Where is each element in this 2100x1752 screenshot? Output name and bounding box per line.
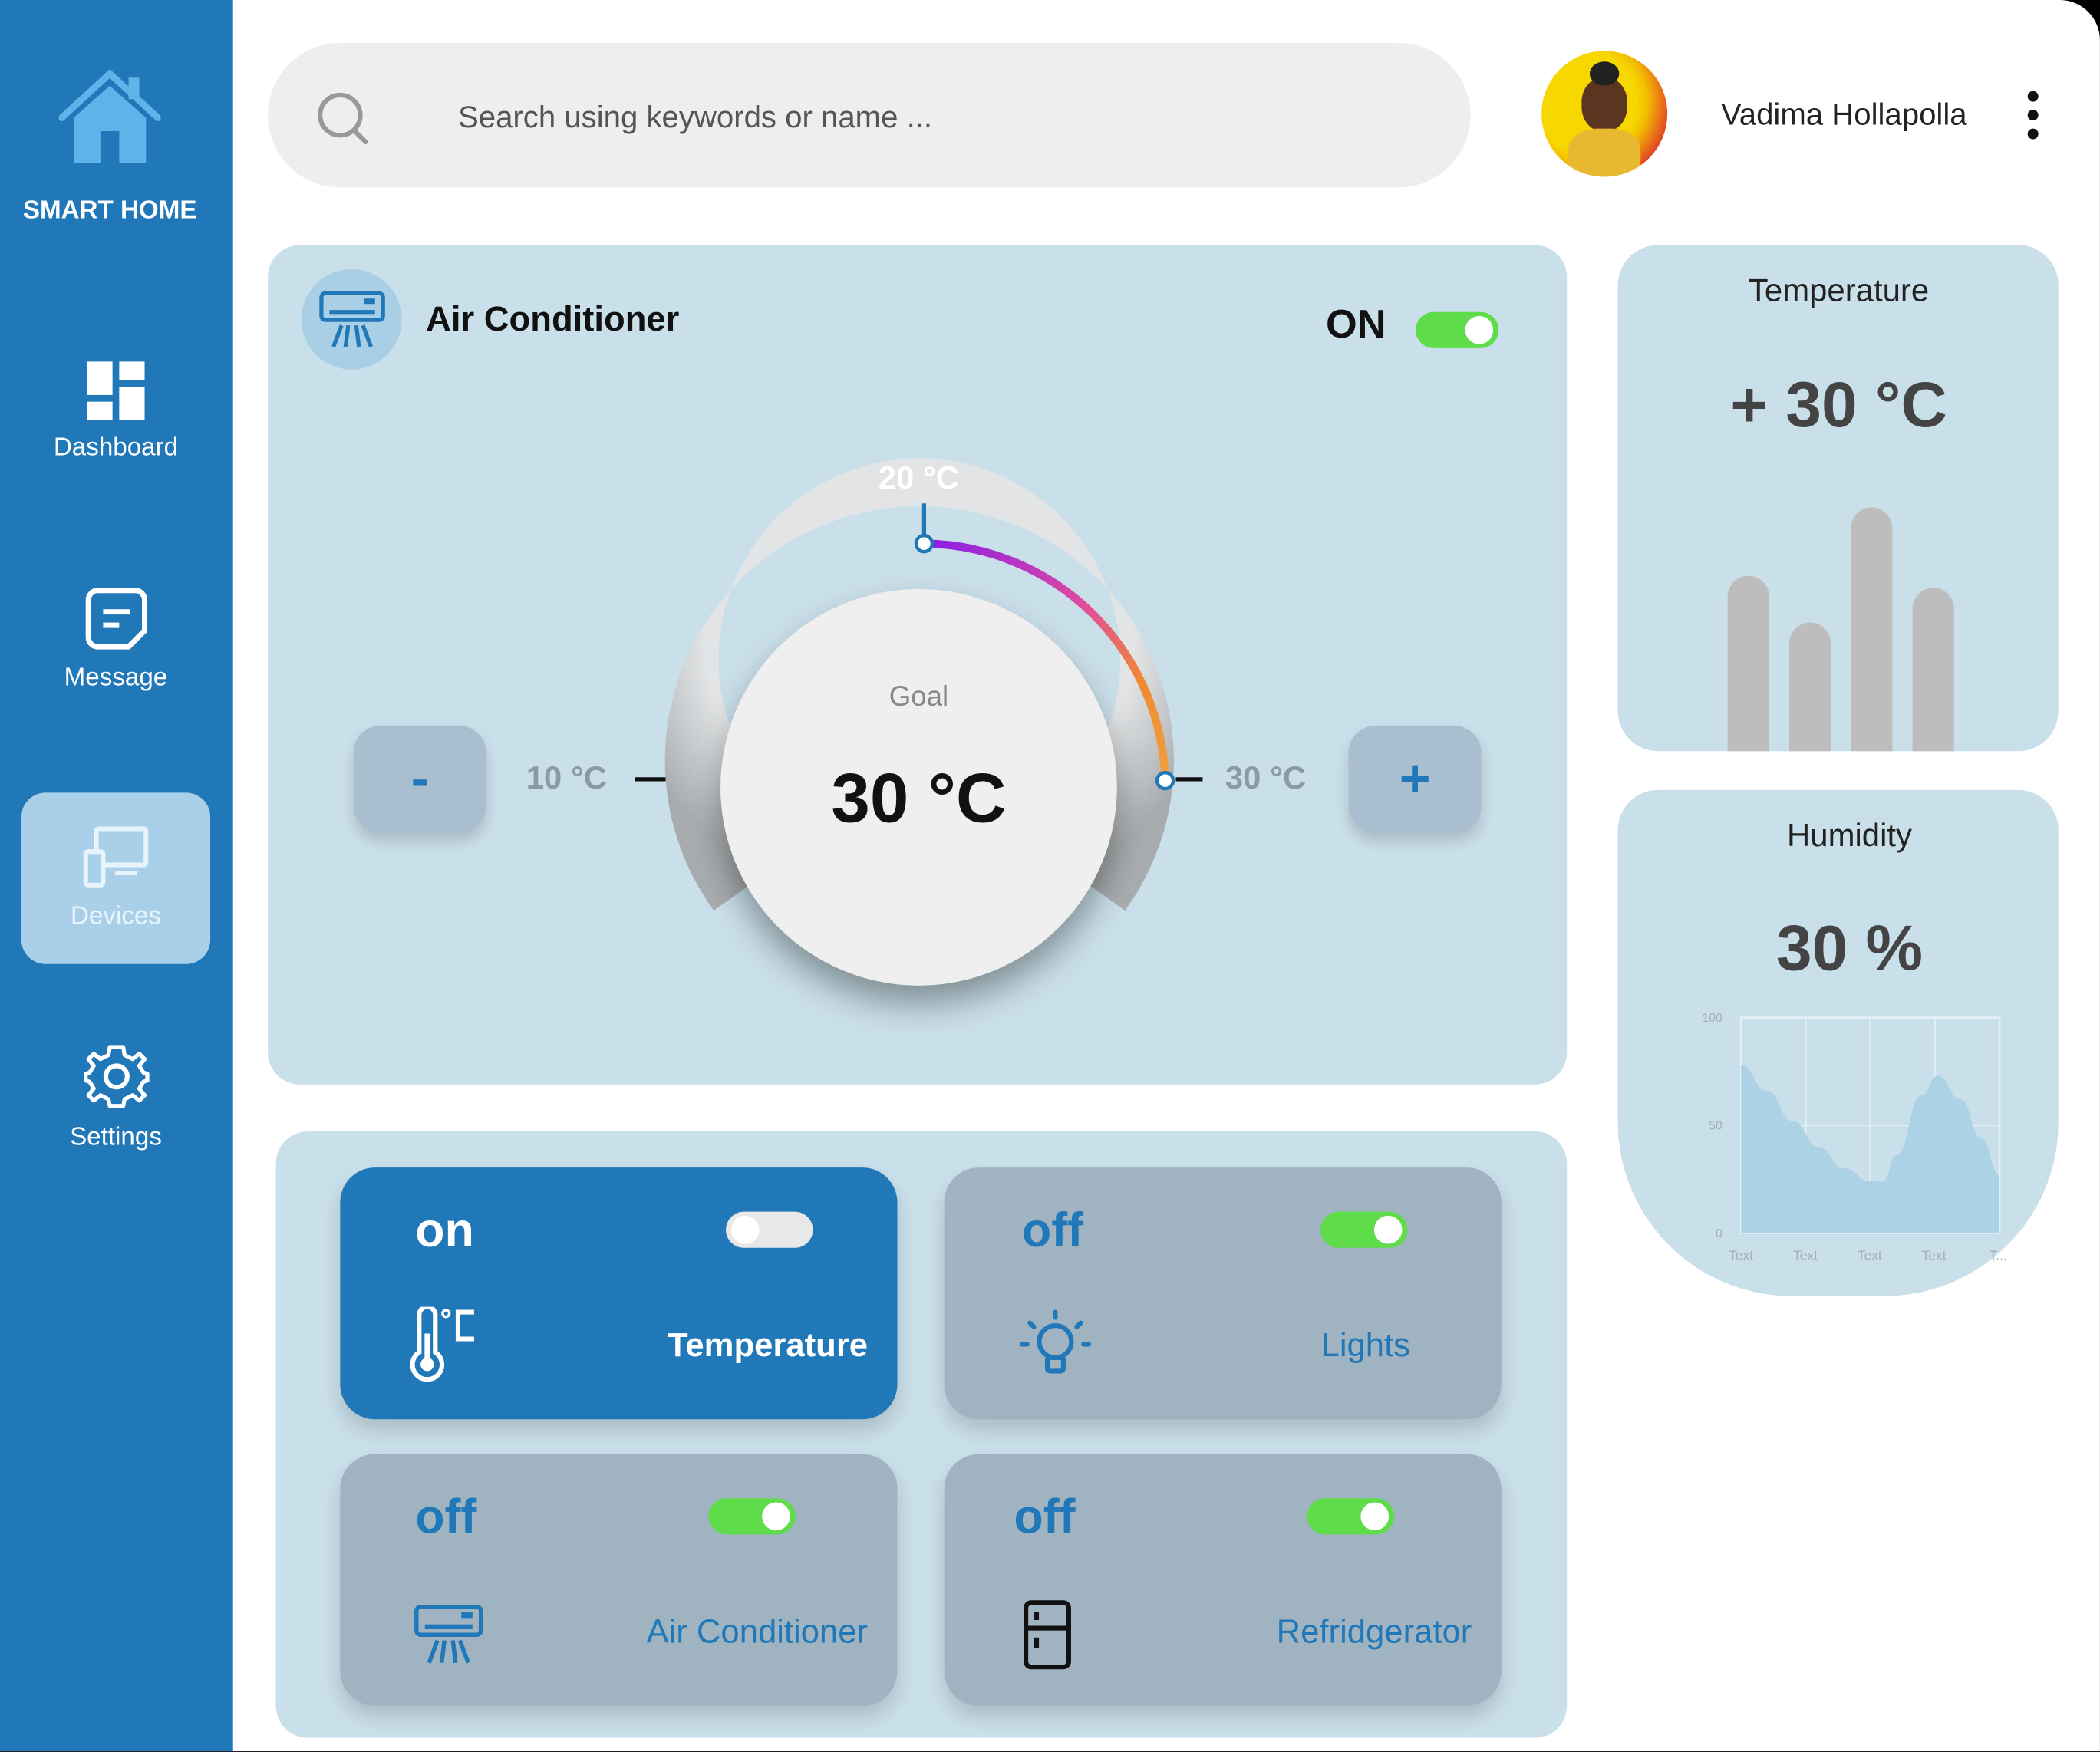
min-temp-label: 10 °C [526,760,607,797]
dial-progress-arc [924,539,1169,781]
device-card-lights[interactable]: off Lights [944,1167,1502,1420]
x-tick-label: Text [1922,1248,1947,1263]
humidity-value: 30 % [1776,914,1924,985]
device-card-refrigerator[interactable]: off Refridgerator [944,1454,1502,1706]
lightbulb-icon [1019,1309,1092,1374]
increase-temp-button[interactable]: + [1348,726,1482,833]
refrigerator-icon [1023,1600,1071,1670]
search-bar[interactable] [268,42,1471,188]
dial-track [664,458,1174,911]
goal-value: 30 °C [831,760,1007,838]
sidebar-item-message[interactable]: Message [21,555,210,726]
ac-power-label: ON [1326,302,1386,347]
x-tick-label: Text [1793,1248,1818,1263]
sidebar-item-label: Devices [70,902,161,931]
device-toggle[interactable] [1320,1211,1408,1248]
temperature-bar [1912,588,1954,752]
max-temp-label: 30 °C [1225,760,1307,797]
device-name: Air Conditioner [646,1613,869,1652]
x-tick-label: T... [1990,1248,2007,1263]
dial-start-handle [914,534,935,554]
message-icon [84,588,147,650]
device-toggle[interactable] [708,1498,796,1535]
x-tick-label: Text [1729,1248,1753,1263]
temperature-value: + 30 °C [1730,370,1947,442]
mid-temp-label: 20 °C [878,460,960,497]
user-name: Vadima Hollapolla [1720,96,1967,132]
device-toggle[interactable] [726,1211,813,1248]
ac-power-toggle[interactable] [1415,311,1499,348]
y-tick-label: 50 [1709,1119,1723,1132]
dashboard-icon [86,361,144,421]
thermostat-dial[interactable] [268,245,1567,1084]
goal-label: Goal [888,681,949,713]
sidebar: SMART HOME Dashboard Message Devices Set… [0,0,233,1752]
sidebar-item-label: Settings [70,1123,162,1152]
decrease-temp-button[interactable]: - [353,726,486,833]
temperature-bar [1727,575,1769,752]
device-state: off [1014,1488,1076,1544]
y-tick-label: 100 [1703,1012,1723,1025]
air-conditioner-icon [319,291,385,348]
search-input[interactable] [455,83,1399,150]
sidebar-item-dashboard[interactable]: Dashboard [21,327,210,498]
device-state: on [415,1202,474,1258]
humidity-card: Humidity 30 % 100 50 0 Text Text Text Text T... [1617,789,2059,1296]
ac-title: Air Conditioner [426,298,680,339]
humidity-title: Humidity [1787,818,1913,855]
device-card-temperature[interactable]: on Temperature [340,1167,898,1420]
temperature-card: Temperature + 30 °C [1617,245,2059,752]
air-conditioner-panel: Air Conditioner ON - + 10 °C 30 °C 20 °C… [268,245,1568,1085]
sidebar-item-label: Dashboard [53,433,179,463]
avatar[interactable] [1541,51,1668,177]
device-state: off [1021,1202,1084,1258]
sidebar-item-devices[interactable]: Devices [21,792,211,964]
devices-panel: on Temperature off Lights off Air Condit… [275,1131,1568,1738]
devices-icon [82,826,148,888]
home-icon [58,69,161,163]
sidebar-item-settings[interactable]: Settings [21,1013,210,1184]
ac-icon-badge [301,268,402,370]
dial-end-handle [1155,770,1175,791]
device-state: off [415,1488,477,1544]
temperature-bar [1851,507,1893,752]
temperature-title: Temperature [1748,273,1930,310]
gear-icon [83,1045,149,1108]
temperature-bar [1788,621,1831,752]
dial-face [720,589,1117,986]
brand-name: SMART HOME [22,196,197,226]
air-conditioner-icon [414,1605,483,1664]
humidity-area [1741,1065,2000,1233]
search-icon[interactable] [316,91,372,147]
device-name: Lights [1320,1326,1411,1365]
more-options-icon[interactable] [2019,88,2046,142]
sidebar-item-label: Message [64,664,168,693]
device-toggle[interactable] [1307,1498,1395,1535]
humidity-chart: 100 50 0 Text Text Text Text T... [1703,1012,2007,1263]
device-name: Temperature [667,1326,869,1365]
thermometer-celsius-icon [410,1306,474,1382]
y-tick-label: 0 [1716,1227,1723,1240]
x-tick-label: Text [1858,1248,1882,1263]
device-card-air-conditioner[interactable]: off Air Conditioner [340,1454,898,1706]
device-name: Refridgerator [1276,1613,1472,1652]
